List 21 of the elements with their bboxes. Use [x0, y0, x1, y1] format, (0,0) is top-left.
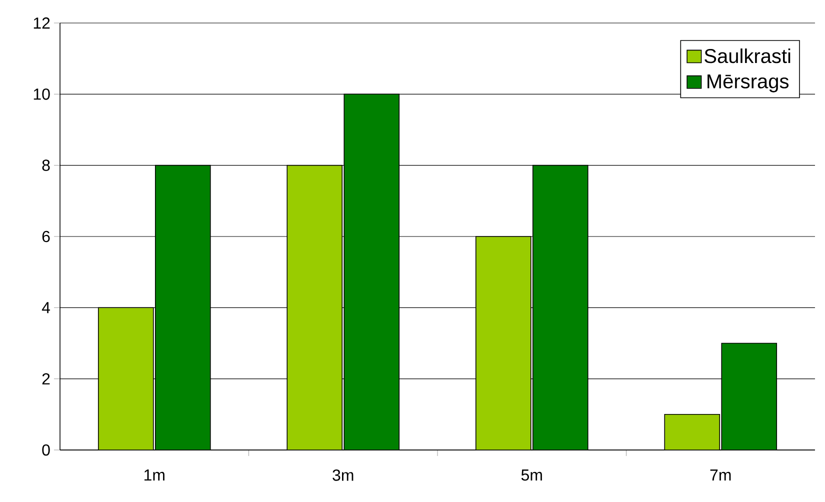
y-tick-label: 8	[42, 160, 50, 171]
bar	[155, 165, 210, 450]
x-tick-label: 7m	[710, 470, 731, 481]
bar	[721, 342, 778, 450]
bar	[287, 165, 342, 450]
legend-label: Mērsrags	[708, 74, 789, 92]
y-tick-label: 12	[34, 17, 50, 29]
x-tick-label: 5m	[521, 470, 542, 481]
bar	[98, 308, 154, 450]
x-tick-label: 3m	[332, 470, 354, 481]
y-tick-label: 2	[42, 373, 50, 384]
bar	[664, 414, 720, 450]
x-tick-label: 1m	[144, 470, 164, 481]
y-tick-label: 0	[42, 444, 50, 456]
y-tick-label: 4	[42, 302, 50, 314]
legend-label: Saulkrasti	[704, 48, 790, 64]
bar	[344, 94, 400, 450]
bar	[532, 165, 588, 450]
bar	[476, 236, 531, 450]
y-tick-label: 10	[34, 88, 50, 100]
y-tick-label: 6	[42, 230, 50, 242]
